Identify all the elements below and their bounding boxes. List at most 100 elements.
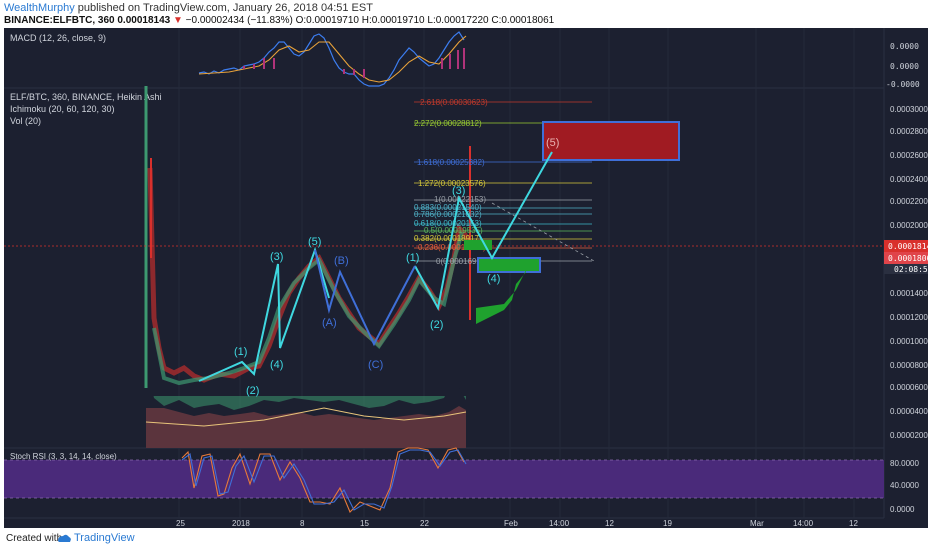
time-tick: Feb (504, 519, 518, 528)
fib-label: 2.618(0.00030623) (420, 98, 488, 107)
time-tick: 14:00 (793, 519, 814, 528)
publish-text: published on TradingView.com, January 26… (77, 2, 373, 14)
macd-tick: 0.0000 (890, 62, 919, 71)
main-legend-ichimoku: Ichimoku (20, 60, 120, 30) (10, 104, 115, 114)
grid (4, 28, 885, 519)
chart-header: WealthMurphy published on TradingView.co… (0, 0, 932, 28)
wave-label: (A) (322, 317, 337, 329)
stoch-band (4, 460, 884, 498)
wave-label: (5) (308, 236, 321, 248)
last-price-badge (884, 240, 928, 252)
time-tick: Mar (750, 519, 764, 528)
stoch-tick: 0.0000 (890, 505, 915, 514)
time-tick: 8 (300, 519, 305, 528)
wave-label: (C) (368, 359, 383, 371)
ohlc-open: 0.00019710 (306, 15, 359, 26)
wave-label: (4) (270, 359, 283, 371)
fib-label: 0.382(0.00018917) (414, 234, 482, 243)
fib-label: 0.883(0.00021540) (414, 203, 482, 212)
macd-legend: MACD (12, 26, close, 9) (10, 33, 106, 43)
wave-label: (1) (234, 346, 247, 358)
stoch-tick: 80.0000 (890, 459, 919, 468)
fib-label: 0.618(0.00020153) (414, 219, 482, 228)
wave-label: (4) (487, 273, 500, 285)
close-price-badge-text: 0.00018061 (888, 254, 928, 263)
close-price-badge (884, 252, 928, 264)
author-link[interactable]: WealthMurphy (4, 2, 75, 14)
stoch-axis: 80.0000 40.0000 0.0000 (890, 459, 919, 514)
time-tick: 19 (663, 519, 672, 528)
last-price-badge-text: 0.00018143 (888, 242, 928, 251)
green-zone-box (477, 257, 541, 273)
publish-line: WealthMurphy published on TradingView.co… (4, 2, 373, 14)
ichimoku-cloud (476, 270, 526, 324)
time-axis[interactable]: 25 2018 8 15 22 Feb 14:00 12 19 Mar 14:0… (176, 519, 858, 528)
wave-label: (5) (546, 137, 559, 149)
tradingview-logo-icon (58, 534, 71, 542)
ohlc-close: 0.00018061 (501, 15, 555, 26)
stoch-tick: 40.0000 (890, 481, 919, 490)
ohlc-high: 0.00019710 (371, 15, 425, 26)
wave-label: (3) (452, 185, 465, 197)
time-tick: 14:00 (549, 519, 570, 528)
fib-label: 2.272(0.00028812) (414, 119, 482, 128)
tradingview-brand-link[interactable]: TradingView (74, 532, 135, 544)
target-zone-box (542, 121, 680, 161)
stoch-lines (181, 447, 467, 513)
ohlc-high-label: H: (361, 15, 372, 26)
ohlc-low-label: L: (427, 15, 436, 26)
projection-line (491, 202, 595, 262)
timer-badge-text: 02:08:51 (894, 265, 928, 274)
footer: Created with TradingView (0, 528, 932, 550)
wave-label: (2) (246, 385, 259, 397)
ohlc-open-label: O: (295, 15, 307, 26)
fib-label: 1.272(0.00023576) (418, 179, 486, 188)
ohlc-close-label: C: (491, 15, 502, 26)
chart-svg[interactable]: MACD (12, 26, close, 9) 0.0000 0.0000 -0… (4, 28, 932, 528)
fib-label: 0.236(0.00018154) (418, 243, 486, 252)
symbol-name: BINANCE:ELFBTC, 360 (4, 15, 115, 26)
abc-wave (314, 249, 416, 347)
macd-tick: -0.0000 (886, 80, 920, 89)
macd-histogram (198, 31, 467, 87)
time-tick: 25 (176, 519, 185, 528)
fib-levels (414, 101, 592, 262)
ohlc-low: 0.00017220 (435, 15, 489, 26)
timer-badge (884, 264, 928, 274)
time-tick: 22 (420, 519, 429, 528)
last-price: 0.00018143 (117, 15, 171, 26)
fib-label: 0(0.00016928) (436, 257, 488, 266)
wave-label: (1) (406, 252, 419, 264)
macd-tick: 0.0000 (890, 42, 919, 51)
fib-label: 0.786(0.00021032) (414, 210, 482, 219)
volume-bars (145, 358, 467, 448)
wave-label: (B) (334, 255, 349, 267)
price-change: −0.00002434 (−11.83%) (185, 15, 293, 26)
time-tick: 2018 (232, 519, 250, 528)
main-legend-symbol: ELF/BTC, 360, BINANCE, Heikin Ashi (10, 92, 162, 102)
created-with-text: Created with (6, 533, 63, 544)
wave-label: (3) (270, 251, 283, 263)
time-tick: 12 (605, 519, 614, 528)
wave-label: (2) (430, 319, 443, 331)
wave-labels: (1) (2) (3) (4) (5) (A) (B) (C) (1) (2) … (234, 137, 559, 397)
time-tick: 15 (360, 519, 369, 528)
main-legend-vol: Vol (20) (10, 116, 41, 126)
chart-area[interactable]: MACD (12, 26, close, 9) 0.0000 0.0000 -0… (4, 28, 932, 528)
green-zone (464, 240, 492, 250)
stoch-legend: Stoch RSI (3, 3, 14, 14, close) (10, 452, 117, 461)
